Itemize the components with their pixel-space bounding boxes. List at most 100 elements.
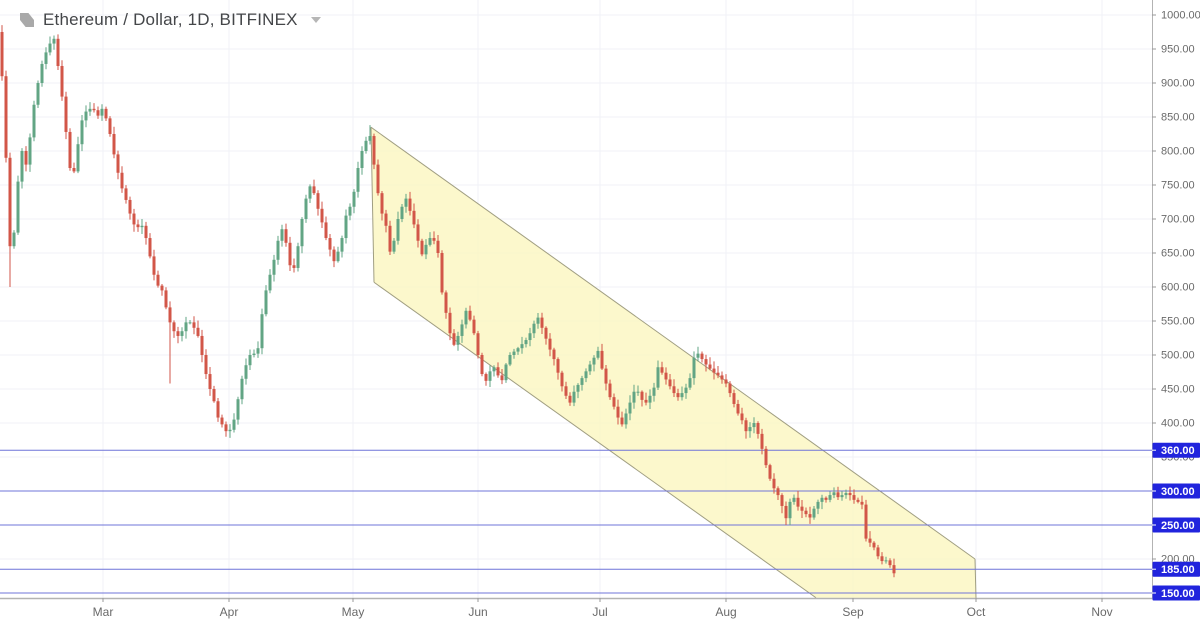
price-tick-label: 700.00 <box>1161 214 1195 226</box>
candle-body <box>452 333 456 345</box>
candle-body <box>596 350 600 358</box>
candle-body <box>12 232 16 247</box>
candle-body <box>700 353 704 360</box>
candle-body <box>272 259 276 275</box>
candle-body <box>444 292 448 313</box>
candle-body <box>844 493 848 496</box>
candle-body <box>196 327 200 336</box>
candle-body <box>612 397 616 407</box>
symbol-title[interactable]: Ethereum / Dollar, 1D, BITFINEX <box>43 10 298 29</box>
candle-body <box>360 151 364 168</box>
candle-body <box>288 242 292 266</box>
candle-body <box>728 383 732 394</box>
candle-body <box>672 386 676 394</box>
candle-body <box>860 501 864 505</box>
candle-body <box>400 206 404 219</box>
candle-body <box>388 225 392 252</box>
price-tick-label: 600.00 <box>1161 282 1195 294</box>
candle-body <box>480 355 484 375</box>
candle-body <box>600 350 604 369</box>
candle-body <box>740 413 744 421</box>
candle-body <box>348 206 352 216</box>
candle-body <box>684 387 688 394</box>
candle-body <box>128 199 132 214</box>
candle-body <box>40 63 44 83</box>
candle-body <box>228 429 232 432</box>
candle-body <box>776 488 780 496</box>
price-badge-150[interactable] <box>1152 585 1200 601</box>
price-badge-250[interactable] <box>1152 517 1200 533</box>
candle-body <box>832 492 836 496</box>
candle-body <box>296 246 300 268</box>
price-badge-label: 150.00 <box>1161 588 1195 600</box>
candle-body <box>868 538 872 543</box>
channel-bottom-line[interactable] <box>373 281 817 599</box>
month-label: May <box>342 605 365 619</box>
candle-body <box>368 136 372 141</box>
candle-body <box>760 433 764 449</box>
candle-body <box>148 238 152 257</box>
price-badge-185[interactable] <box>1152 561 1200 577</box>
candle-body <box>792 497 796 502</box>
candle-body <box>364 140 368 151</box>
candle-body <box>608 383 612 398</box>
candle-body <box>112 134 116 155</box>
candle-body <box>468 310 472 320</box>
candle-body <box>528 333 532 341</box>
channel-top-line[interactable] <box>370 126 976 560</box>
candle-body <box>52 38 56 44</box>
channel-left-edge[interactable] <box>370 127 375 283</box>
candle-body <box>780 495 784 506</box>
price-tick-label: 950.00 <box>1161 44 1195 56</box>
candle-body <box>76 144 80 172</box>
candle-body <box>772 478 776 489</box>
candle-body <box>8 157 12 247</box>
price-tick-label: 850.00 <box>1161 112 1195 124</box>
candle-body <box>628 402 632 414</box>
candle-body <box>440 253 444 293</box>
candle-body <box>520 344 524 349</box>
candle-body <box>100 108 104 116</box>
candle-body <box>764 448 768 466</box>
candle-body <box>460 324 464 336</box>
candle-body <box>456 335 460 345</box>
candle-body <box>592 357 596 365</box>
candle-body <box>140 225 144 228</box>
candle-body <box>356 168 360 192</box>
candle-body <box>856 499 860 502</box>
candle-body <box>852 495 856 500</box>
candle-body <box>108 118 112 134</box>
channel-right-edge[interactable] <box>974 558 977 599</box>
candle-body <box>404 198 408 207</box>
price-badge-300[interactable] <box>1152 483 1200 499</box>
candle-body <box>644 399 648 403</box>
candle-body <box>588 364 592 372</box>
candle-body <box>872 542 876 548</box>
candle-body <box>212 389 216 402</box>
candle-body <box>336 251 340 262</box>
candle-body <box>420 240 424 255</box>
candle-body <box>736 403 740 414</box>
candle-body <box>660 367 664 373</box>
month-label: Jul <box>592 605 607 619</box>
candle-body <box>320 208 324 223</box>
price-badge-360[interactable] <box>1152 442 1200 458</box>
candle-body <box>20 151 24 182</box>
candle-body <box>260 314 264 349</box>
candle-body <box>248 355 252 366</box>
candle-body <box>188 322 192 324</box>
chevron-down-icon[interactable] <box>310 17 321 23</box>
candle-body <box>152 256 156 275</box>
candle-body <box>104 108 108 119</box>
candle-body <box>124 188 128 200</box>
candle-body <box>504 364 508 381</box>
candle-body <box>864 504 868 539</box>
price-tick-label: 800.00 <box>1161 146 1195 158</box>
candle-body <box>200 335 204 355</box>
candle-body <box>816 501 820 509</box>
candle-body <box>848 493 852 496</box>
channel-fill[interactable] <box>371 127 976 598</box>
candle-body <box>880 556 884 562</box>
candle-body <box>708 364 712 369</box>
